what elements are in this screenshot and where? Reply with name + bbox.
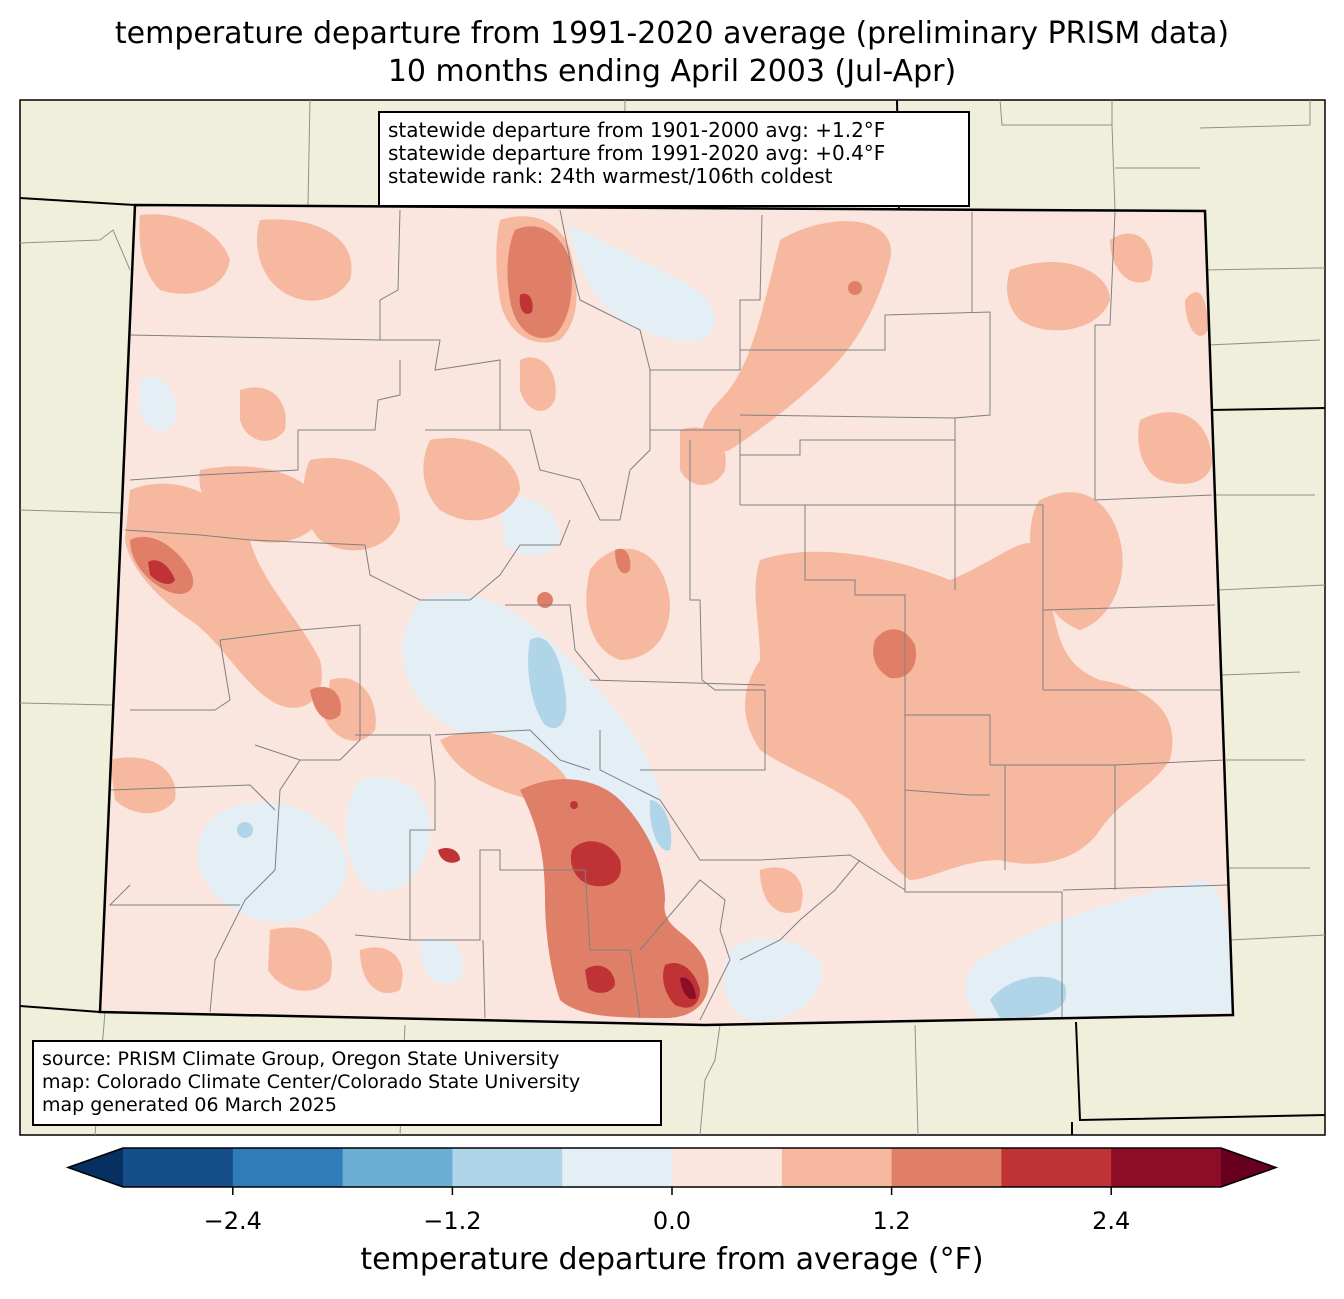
stats-line-rank: statewide rank: 24th warmest/106th colde… xyxy=(388,164,833,188)
colorbar xyxy=(65,1147,1279,1195)
colorado-county-lines xyxy=(108,209,1229,1021)
colorbar-segment xyxy=(1111,1148,1222,1187)
hottest-anomaly-areas xyxy=(680,977,696,1000)
stats-line-1991-2020: statewide departure from 1991-2020 avg: … xyxy=(388,141,886,165)
colorbar-label: temperature departure from average (°F) xyxy=(360,1242,984,1277)
colorbar-segment xyxy=(232,1148,344,1187)
cool-anomaly-areas-2 xyxy=(237,637,1067,1018)
stats-line-1901-2000: statewide departure from 1901-2000 avg: … xyxy=(388,118,886,142)
colorbar-segment xyxy=(672,1148,783,1187)
credit-generated: map generated 06 March 2025 xyxy=(42,1094,337,1116)
colorbar-tick-label: 1.2 xyxy=(872,1207,911,1235)
warm-anomaly-areas xyxy=(110,214,1212,994)
colorbar-under-arrow xyxy=(68,1148,123,1187)
colorbar-segment xyxy=(562,1148,673,1187)
colorbar-tick-label: −2.4 xyxy=(203,1207,262,1235)
credit-map: map: Colorado Climate Center/Colorado St… xyxy=(42,1071,581,1093)
colorbar-over-arrow xyxy=(1221,1148,1276,1187)
colorbar-tick-label: −1.2 xyxy=(423,1207,482,1235)
colorbar-tick-label: 0.0 xyxy=(652,1207,692,1235)
map-title: temperature departure from 1991-2020 ave… xyxy=(114,16,1230,51)
colorbar-segment xyxy=(452,1148,563,1187)
colorbar-segment xyxy=(1001,1148,1112,1187)
colorbar-outline xyxy=(65,1147,1279,1188)
map-subtitle: 10 months ending April 2003 (Jul-Apr) xyxy=(387,54,957,89)
colorbar-tick-label: 2.4 xyxy=(1092,1207,1131,1235)
credit-source: source: PRISM Climate Group, Oregon Stat… xyxy=(42,1048,560,1070)
colorbar-segment xyxy=(342,1148,453,1187)
colorbar-segment xyxy=(891,1148,1002,1187)
colorbar-segment xyxy=(123,1148,234,1187)
colorbar-segment xyxy=(781,1148,893,1187)
statewide-stats-box: statewide departure from 1901-2000 avg: … xyxy=(378,111,970,207)
credits-box: source: PRISM Climate Group, Oregon Stat… xyxy=(32,1040,662,1126)
colorado-state-border xyxy=(98,203,1235,1027)
